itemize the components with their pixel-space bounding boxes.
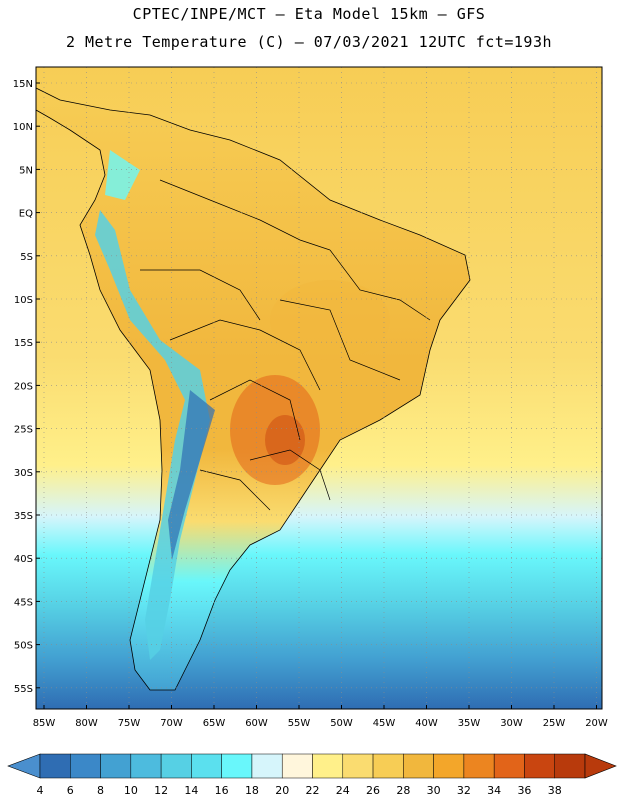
map-field [36, 67, 602, 709]
lon-label: 20W [585, 718, 608, 729]
colorbar-segment [554, 753, 586, 779]
colorbar [7, 753, 617, 779]
colorbar-label: 30 [427, 784, 441, 797]
lat-label: 20S [14, 381, 33, 392]
lat-label: 55S [14, 684, 33, 695]
colorbar-labels: 4 6 8 10 12 14 16 18 20 22 24 26 28 30 32 34 36 38 [37, 784, 562, 797]
colorbar-label: 38 [548, 784, 562, 797]
colorbar-low-arrow [7, 753, 41, 779]
colorbar-segment [493, 753, 525, 779]
map-title-line2: 2 Metre Temperature (C) – 07/03/2021 12U… [65, 33, 553, 51]
lon-label: 50W [330, 718, 353, 729]
colorbar-segment [70, 753, 101, 779]
lat-label: 35S [14, 511, 33, 522]
lat-label: 50S [14, 641, 33, 652]
colorbar-label: 24 [336, 784, 350, 797]
colorbar-label: 18 [245, 784, 259, 797]
colorbar-segment [312, 753, 344, 779]
lon-label: 45W [373, 718, 396, 729]
colorbar-high-arrow [584, 753, 617, 779]
warm-central-brazil [270, 280, 390, 360]
colorbar-segment [524, 753, 555, 779]
colorbar-label: 32 [457, 784, 471, 797]
colorbar-segment [160, 753, 192, 779]
country-borders [140, 179, 431, 511]
latitude-labels: 15N 10N 5N EQ 5S 10S 15S 20S 25S 30S 35S 40S 45S 50S 5… [13, 79, 40, 695]
colorbar-segment [130, 753, 162, 779]
colorbar-label: 36 [517, 784, 531, 797]
longitude-labels: 85W 80W 75W 70W 65W 60W 55W 50W 45W 40W 35W 30W 25W 2… [33, 705, 608, 729]
colorbar-label: 8 [97, 784, 104, 797]
colorbar-label: 28 [396, 784, 410, 797]
colorbar-segment [251, 753, 283, 779]
colorbar-segment [281, 753, 313, 779]
lon-label: 25W [543, 718, 566, 729]
colorbar-label: 4 [37, 784, 44, 797]
colorbar-label: 14 [184, 784, 198, 797]
colorbar-label: 12 [154, 784, 168, 797]
lon-label: 55W [288, 718, 311, 729]
lat-label: 25S [14, 425, 33, 436]
lat-label: 45S [14, 597, 33, 608]
colorbar-segment [403, 753, 434, 779]
lat-label: 10N [13, 122, 33, 133]
colorbar-segment [433, 753, 465, 779]
lon-label: 35W [458, 718, 481, 729]
lon-label: 40W [415, 718, 438, 729]
lat-label: 30S [14, 468, 33, 479]
colorbar-segment [372, 753, 404, 779]
colorbar-segment [191, 753, 222, 779]
lon-label: 65W [203, 718, 226, 729]
lat-label: 5N [19, 165, 33, 176]
lat-label: EQ [19, 209, 33, 220]
lat-label: 10S [14, 295, 33, 306]
lon-label: 30W [500, 718, 523, 729]
map-title-line1: CPTEC/INPE/MCT – Eta Model 15km – GFS [132, 5, 486, 23]
colorbar-segment [100, 753, 132, 779]
lon-label: 60W [245, 718, 268, 729]
map-frame [35, 66, 603, 710]
lon-label: 70W [160, 718, 183, 729]
colorbar-label: 22 [306, 784, 320, 797]
colorbar-segment [221, 753, 253, 779]
colorbar-segment [342, 753, 374, 779]
colorbar-segment [463, 753, 495, 779]
colorbar-label: 20 [275, 784, 289, 797]
colorbar-label: 6 [67, 784, 74, 797]
lat-label: 15S [14, 338, 33, 349]
lat-label: 40S [14, 554, 33, 565]
lon-label: 85W [33, 718, 56, 729]
colorbar-label: 34 [487, 784, 501, 797]
colorbar-segment [39, 753, 71, 779]
lon-label: 75W [118, 718, 141, 729]
colorbar-label: 26 [366, 784, 380, 797]
lat-label: 5S [20, 252, 33, 263]
lon-label: 80W [75, 718, 98, 729]
grid-lines [36, 67, 602, 709]
colorbar-label: 10 [124, 784, 138, 797]
colorbar-label: 16 [215, 784, 229, 797]
lat-label: 15N [13, 79, 33, 90]
